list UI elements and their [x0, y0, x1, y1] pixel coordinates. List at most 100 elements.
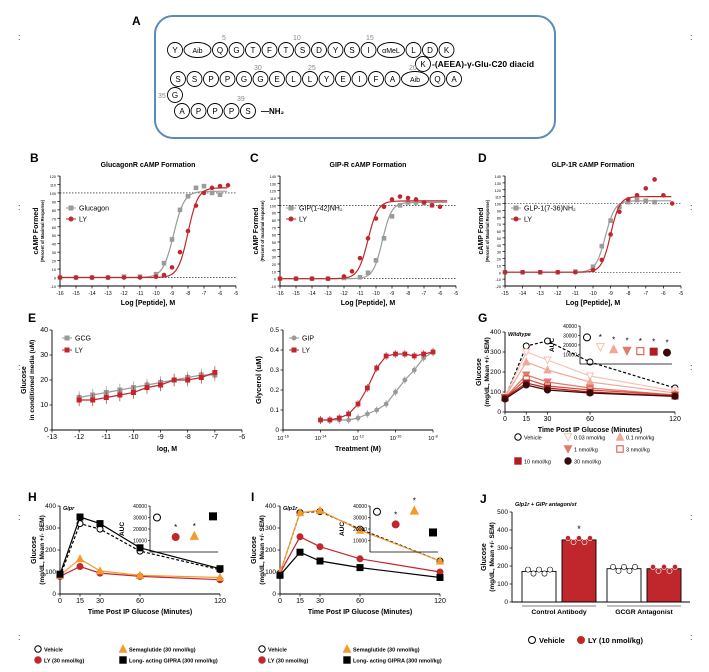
data-point: [137, 275, 143, 280]
x-tick-label: -10: [589, 291, 596, 297]
panel-i: I 0 100 200 300 400 0 15 30 60 120 Glp1r Time Post I…: [251, 490, 446, 616]
data-point: [293, 276, 299, 281]
residue-label: P: [208, 75, 213, 84]
data-point: [411, 367, 417, 373]
category-label: Control Antibody: [531, 609, 586, 616]
data-point: [522, 381, 530, 389]
inset-tick-label: 30000: [563, 334, 577, 340]
data-point: [413, 197, 419, 202]
residue-label: αMeL: [382, 48, 400, 55]
residue-number: 25: [308, 65, 316, 72]
x-tick-label: -15: [292, 291, 299, 297]
residue-row1-0: [167, 42, 183, 58]
fit-curve-0: [280, 201, 448, 280]
legend-marker: [258, 656, 266, 664]
y-axis-label: Glucose: [31, 536, 38, 564]
x-tick-label: -8: [626, 291, 631, 297]
data-point: [341, 274, 347, 279]
data-point: [608, 218, 613, 223]
auc-point: [209, 512, 217, 521]
x-tick-label: -9: [170, 291, 175, 297]
residue-number: 39: [237, 96, 245, 103]
inset-tick-label: 40000: [563, 324, 577, 330]
y-axis-sublabel: (mg/dL, Mean +/- SEM): [259, 515, 266, 585]
data-point: [393, 351, 398, 357]
y-tick-label: 10: [272, 270, 276, 274]
residue-label: A: [451, 75, 457, 84]
data-point: [76, 563, 84, 570]
y-axis-sublabel: (mg/dL, Mean +/- SEM): [39, 515, 46, 585]
y-axis-sublabel: (Percent of maximal response): [260, 200, 265, 262]
panel-h: H 0 100 200 300 400 0 15 30 60 120 Gipr Time Post IP…: [28, 490, 226, 616]
data-point: [522, 357, 531, 366]
data-point: [105, 275, 111, 280]
y-tick-label: 50: [272, 241, 276, 245]
y-tick-label: 20: [52, 260, 56, 264]
y-tick-label: 400: [497, 527, 508, 534]
y-tick-label: 50: [497, 237, 501, 241]
significance-star: *: [639, 337, 642, 346]
data-point: [193, 203, 199, 208]
data-point: [327, 417, 333, 423]
x-tick-label: 15: [522, 416, 530, 423]
legend-label: 1 nmol/kg: [574, 448, 598, 454]
y-tick-label: 70: [52, 217, 56, 221]
x-tick-label: -8: [406, 291, 411, 297]
y-tick-label: 0: [499, 271, 501, 275]
edge-dots: :: [690, 512, 693, 522]
data-point: [437, 204, 443, 210]
y-tick-label: 0: [52, 591, 56, 598]
x-tick-label: -14: [308, 291, 315, 297]
data-point: [364, 385, 370, 391]
edge-dots: :: [18, 632, 21, 642]
data-point: [536, 566, 542, 573]
residue-row2-10: [335, 71, 351, 87]
residue-row2-11: [351, 71, 368, 87]
legend-marker: [64, 335, 70, 341]
residue-row2-7: [285, 71, 302, 87]
conjugate-label: -(AEEA)-γ-Glu-C20 diacid: [432, 59, 534, 69]
data-point: [171, 377, 177, 383]
inset-y-label: AUC: [119, 522, 126, 536]
data-point: [364, 411, 370, 417]
data-point: [346, 411, 352, 417]
legend-marker: [118, 644, 128, 653]
chart-subtitle: Glp1r: [283, 506, 298, 512]
y-tick-label: -10: [496, 278, 502, 282]
residue-label: G: [172, 91, 178, 100]
y-tick-label: 0: [497, 409, 501, 416]
x-axis-label: Time Post IP Glucose (Minutes): [308, 609, 412, 616]
y-tick-label: 0: [272, 591, 276, 598]
y-tick-label: 200: [45, 547, 56, 554]
residue-label: P: [196, 107, 201, 116]
chart-title: GlucagonR cAMP Formation: [101, 162, 196, 169]
data-point: [357, 274, 363, 280]
x-tick-label: 30: [544, 416, 552, 423]
significance-star: *: [174, 523, 177, 532]
data-point: [296, 533, 304, 541]
auc-point: [189, 530, 200, 540]
y-tick-label: 30: [40, 352, 48, 359]
data-point: [169, 265, 175, 270]
y-tick-label: 40: [497, 244, 501, 248]
data-point: [389, 197, 395, 202]
y-tick-label: 110: [495, 196, 501, 200]
data-point: [76, 397, 82, 403]
legend-label: 3 nmol/kg: [626, 448, 650, 454]
y-tick-label: 70: [272, 226, 276, 230]
data-point: [661, 564, 667, 570]
residue-row1-2: [212, 42, 228, 58]
data-point: [309, 276, 315, 281]
legend-marker: [564, 457, 572, 465]
x-tick-label: -9: [157, 434, 163, 441]
residue-label: Q: [217, 46, 223, 55]
data-point: [520, 269, 525, 275]
residue-row1-9: [327, 42, 344, 58]
edge-dots: :: [18, 362, 21, 372]
y-tick-label: 90: [497, 209, 501, 213]
y-tick-label: 200: [265, 547, 276, 554]
data-point: [76, 513, 84, 521]
data-point: [436, 574, 444, 581]
residue-row1-1: [183, 42, 212, 58]
x-tick-label: 60: [356, 598, 364, 605]
